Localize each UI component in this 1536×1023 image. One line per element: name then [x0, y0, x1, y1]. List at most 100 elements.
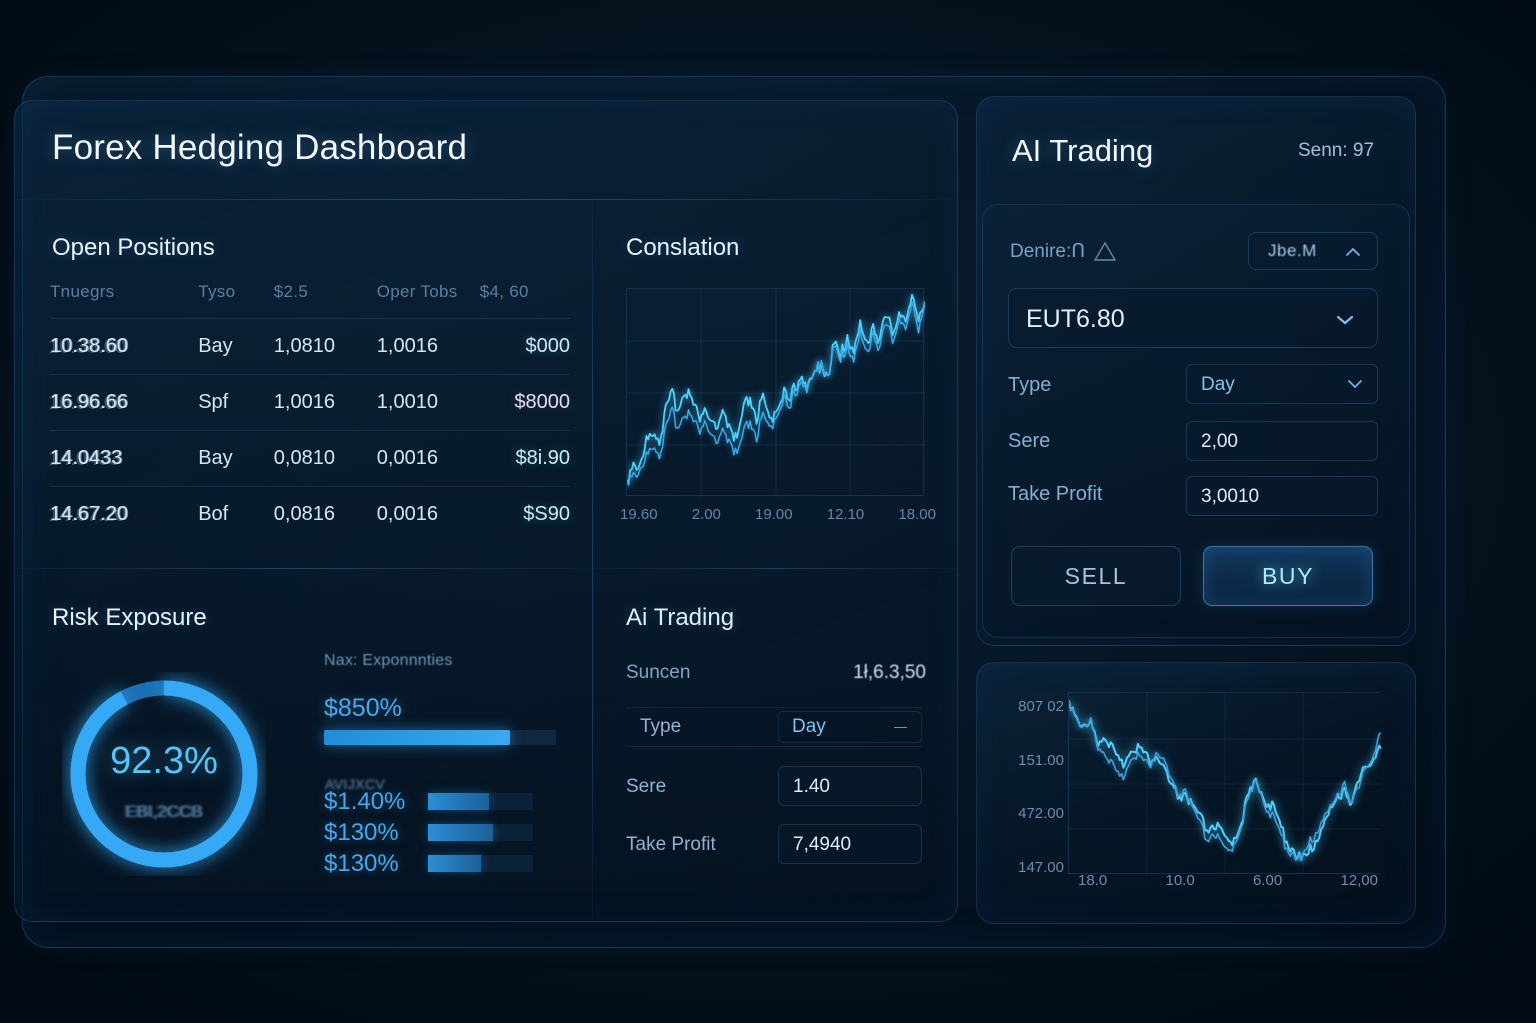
- y-tick: 472.00: [1018, 805, 1064, 823]
- mid-type-label: Type: [640, 716, 682, 737]
- table-row[interactable]: 14.67.20 Bof 0,0816 0,0016 $S90: [50, 486, 570, 542]
- mid-success-value: 1ł,6.3,50: [853, 662, 926, 683]
- ai-trading-mid-title: Ai Trading: [626, 604, 735, 631]
- header-divider: [14, 199, 958, 200]
- x-tick: 12.10: [826, 506, 865, 523]
- cell-pl: $000: [479, 318, 570, 375]
- table-row[interactable]: 16.96.66 Spf 1,0016 1,0010 $8000: [50, 374, 570, 431]
- correlation-series-lower: [627, 301, 925, 486]
- mini-bar-value: $130%: [324, 819, 399, 846]
- main-bar-value: $850%: [324, 694, 402, 722]
- table-row[interactable]: 14.0433 Bay 0,0810 0,0016 $8i.90: [50, 430, 570, 487]
- cell-pair: 16.96.66: [50, 374, 199, 431]
- donut-value: 92.3%: [110, 740, 218, 782]
- ai-take-profit-input[interactable]: 3,0010: [1186, 476, 1378, 516]
- vertical-divider: [592, 200, 593, 922]
- x-tick: 19.60: [620, 506, 658, 523]
- ai-size-input[interactable]: 2,00: [1186, 421, 1378, 461]
- chevron-down-icon: [1335, 314, 1355, 326]
- price-chart-x-axis: 18.0 10.0 6.00 12,00: [1078, 872, 1378, 889]
- x-tick: 10.0: [1165, 872, 1195, 889]
- mini-bar-fill: [428, 855, 481, 872]
- cell-current: 1,0016: [376, 318, 480, 375]
- x-tick: 6.00: [1252, 872, 1283, 889]
- price-chart: [1068, 692, 1381, 875]
- open-positions-table: Tnuegrs Tyso $2.5 Oper Tobs $4, 60 10.38…: [50, 282, 570, 542]
- mid-type-select[interactable]: [778, 711, 922, 743]
- table-row[interactable]: 10.38.60 Bay 1,0810 1,0016 $000: [50, 318, 570, 375]
- buy-button[interactable]: BUY: [1203, 546, 1373, 606]
- header-pl: $4, 60: [479, 282, 529, 301]
- mid-size-label: Sere: [626, 776, 667, 797]
- y-tick: 147.00: [1018, 858, 1064, 876]
- header-type: Tyso: [198, 282, 236, 301]
- ai-size-label: Sere: [1008, 430, 1051, 452]
- header-current: Oper Tobs: [376, 282, 458, 301]
- cell-type: Bof: [198, 486, 274, 542]
- cell-entry: 1,0810: [273, 318, 377, 375]
- price-chart-y-axis: 807 02 151.00 472.00 147.00: [1002, 698, 1064, 876]
- ai-trading-title: AI Trading: [1012, 133, 1154, 168]
- y-tick: 807 02: [1018, 698, 1064, 715]
- mid-take-profit-label: Take Profit: [626, 834, 716, 855]
- correlation-series-upper: [627, 293, 925, 485]
- cell-type: Spf: [198, 374, 274, 431]
- header-pair: Tnuegrs: [50, 282, 115, 301]
- price-plot: [1069, 693, 1381, 875]
- table-header-row: Tnuegrs Tyso $2.5 Oper Tobs $4, 60: [50, 282, 570, 319]
- grid-lines: [627, 289, 925, 497]
- ai-take-profit-label: Take Profit: [1008, 483, 1103, 505]
- ai-type-value: Day: [1201, 374, 1235, 395]
- x-tick: 18.0: [1078, 872, 1108, 889]
- page-title: Forex Hedging Dashboard: [52, 128, 468, 167]
- grid-lines: [1069, 693, 1381, 875]
- currency-pair-select[interactable]: [1008, 288, 1378, 348]
- price-series-upper: [1069, 700, 1381, 862]
- header-entry: $2.5: [273, 282, 309, 301]
- mid-size-input[interactable]: 1.40: [778, 766, 922, 806]
- cell-pair: 14.67.20: [50, 486, 199, 542]
- currency-pair-value: EUT6.80: [1026, 305, 1125, 333]
- chevron-up-icon: [1345, 247, 1361, 257]
- sentiment-badge: Senn: 97: [1298, 140, 1375, 161]
- ai-type-label: Type: [1008, 374, 1052, 396]
- exposure-label: Nax: Exponnnties: [324, 652, 453, 669]
- minus-icon: [894, 727, 907, 728]
- cell-entry: 0,0810: [273, 430, 377, 487]
- x-tick: 19.00: [755, 506, 793, 523]
- mode-dropdown[interactable]: [1248, 232, 1378, 270]
- ai-type-select[interactable]: Day: [1186, 364, 1378, 404]
- mid-type-value: Day: [792, 716, 826, 737]
- cell-current: 1,0010: [376, 374, 480, 431]
- y-tick: 151.00: [1018, 751, 1064, 769]
- cell-pl: $S90: [479, 486, 570, 542]
- correlation-plot: [627, 289, 925, 497]
- mini-bar-fill: [428, 824, 494, 841]
- x-tick: 12,00: [1340, 872, 1378, 889]
- cell-pl: $8i.90: [479, 430, 570, 487]
- cell-current: 0,0016: [376, 430, 480, 487]
- cell-entry: 0,0816: [273, 486, 377, 542]
- mini-bars-label: AVIJXCV: [325, 776, 386, 792]
- cell-pair: 14.0433: [50, 430, 199, 487]
- mid-type-row: [626, 707, 922, 747]
- main-bar-fill: [324, 730, 510, 745]
- mini-bar-fill: [428, 793, 489, 810]
- cell-type: Bay: [198, 318, 274, 375]
- chevron-down-icon: [1347, 379, 1363, 389]
- open-positions-title: Open Positions: [52, 234, 215, 261]
- cell-pair: 10.38.60: [50, 318, 199, 375]
- device-label: Denire:Ո: [1010, 241, 1086, 262]
- cell-current: 0,0016: [376, 486, 480, 542]
- sell-button[interactable]: SELL: [1011, 546, 1181, 606]
- cell-pl: $8000: [479, 374, 570, 431]
- cell-entry: 1,0016: [273, 374, 377, 431]
- triangle-icon: [1093, 240, 1117, 262]
- correlation-x-axis: 19.60 2.00 19.00 12.10 18.00: [620, 506, 936, 523]
- cell-type: Bay: [198, 430, 274, 487]
- risk-donut-chart: [62, 672, 266, 876]
- horizontal-divider-left: [14, 568, 592, 569]
- x-tick: 2.00: [691, 506, 721, 523]
- mid-take-profit-input[interactable]: 7,4940: [778, 824, 922, 864]
- correlation-chart: [626, 288, 925, 497]
